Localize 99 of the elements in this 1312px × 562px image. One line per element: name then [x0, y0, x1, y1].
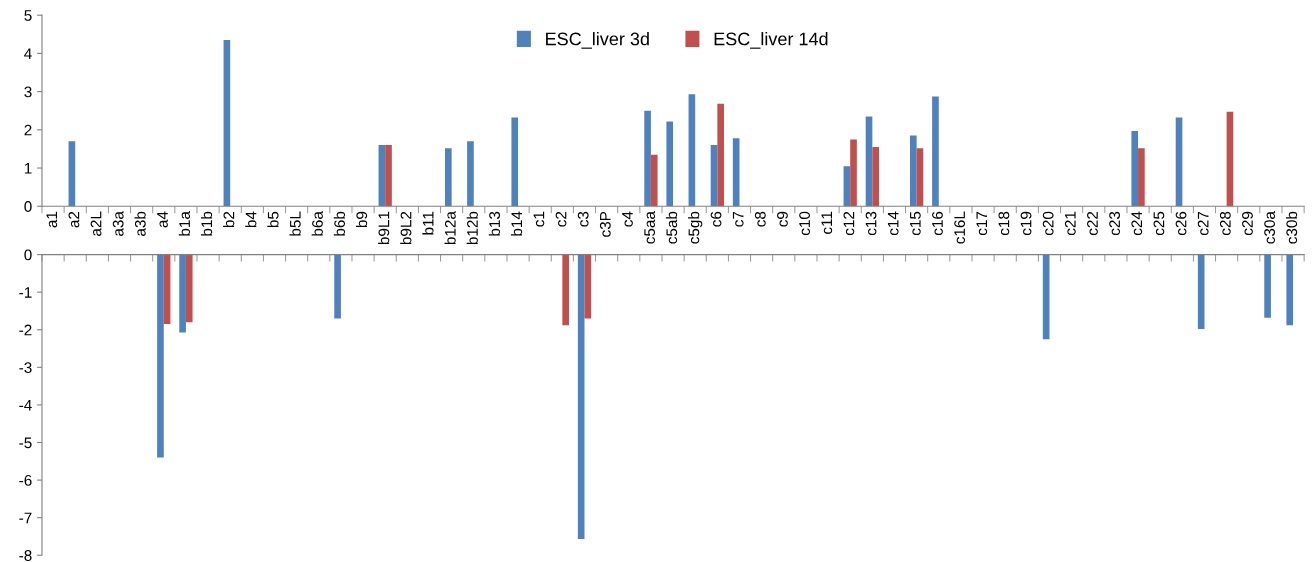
bar	[378, 145, 386, 207]
bar	[1138, 148, 1145, 207]
y-tick-label: 2	[24, 124, 32, 136]
bar	[865, 116, 873, 207]
x-tick-label: c27	[1197, 211, 1209, 236]
x-tick-label: c19	[1020, 211, 1032, 236]
x-tick-label: b4	[245, 211, 257, 228]
x-tick-label: b9L1	[378, 211, 390, 245]
x-tick-label: c4	[622, 211, 633, 227]
bar	[1226, 111, 1234, 207]
x-tick-label: c5gb	[688, 211, 703, 244]
x-tick-label: a2L	[90, 211, 102, 236]
y-tick-label: -1	[19, 287, 32, 298]
x-tick-label: c17	[976, 211, 988, 236]
x-tick-label: a4	[157, 211, 168, 228]
bar	[644, 110, 651, 207]
x-tick-label: c3	[577, 211, 589, 227]
x-tick-label: c15	[910, 211, 921, 236]
y-tick-label: -4	[19, 399, 32, 411]
x-tick-label: c25	[1153, 211, 1165, 236]
y-tick-label: 0	[24, 201, 32, 212]
x-tick-label: c2	[555, 211, 567, 227]
x-tick-label: c5aa	[644, 211, 656, 244]
x-tick-label: c30a	[1264, 211, 1276, 244]
x-tick-label: b1b	[200, 211, 213, 236]
x-tick-label: c29	[1242, 211, 1253, 236]
x-tick-label: b2	[223, 211, 235, 228]
x-tick-label: c5ab	[665, 211, 678, 244]
x-tick-label: c1	[533, 211, 545, 227]
x-tick-label: c13	[865, 211, 877, 236]
y-tick-label: -2	[19, 324, 32, 336]
x-tick-label: b12b	[466, 211, 478, 245]
x-tick-label: c12	[843, 211, 855, 236]
bar	[688, 94, 696, 207]
x-tick-label: c7	[732, 211, 744, 227]
x-tick-label: b9	[355, 211, 368, 228]
x-tick-label: b6b	[333, 211, 346, 236]
x-tick-label: c26	[1175, 211, 1187, 236]
bar	[650, 154, 658, 207]
x-tick-label: b13	[488, 211, 501, 236]
y-tick-label: 4	[24, 48, 32, 59]
bar	[1175, 117, 1183, 207]
bar	[872, 147, 879, 207]
legend-label: ESC_liver 3d	[546, 32, 649, 49]
y-tick-label: 3	[24, 86, 32, 98]
x-tick-label: c28	[1219, 211, 1231, 236]
bar	[843, 166, 851, 207]
x-tick-label: a3a	[112, 211, 124, 236]
x-tick-label: b6a	[311, 211, 323, 236]
x-tick-label: c30b	[1285, 211, 1298, 244]
y-tick-label: 0	[24, 249, 32, 261]
x-tick-label: b14	[510, 211, 523, 236]
x-tick-label: c20	[1042, 211, 1054, 236]
bar	[68, 141, 76, 207]
bar	[932, 96, 939, 207]
x-tick-label: c10	[799, 211, 811, 236]
x-tick-label: c9	[777, 211, 788, 227]
x-tick-label: c24	[1131, 211, 1143, 236]
bar	[223, 40, 231, 207]
y-tick-label: -8	[19, 550, 32, 561]
x-tick-label: c3P	[599, 211, 611, 237]
x-tick-label: a2	[68, 211, 80, 228]
x-tick-label: a3b	[134, 211, 146, 236]
bar	[850, 139, 857, 207]
x-tick-label: b12a	[444, 211, 456, 245]
x-tick-label: c18	[998, 211, 1010, 236]
x-tick-label: c11	[821, 211, 833, 234]
legend-label: ESC_liver 14d	[714, 32, 828, 49]
x-tick-label: b5L	[289, 211, 301, 236]
x-tick-label: c23	[1109, 211, 1121, 236]
x-tick-label: c22	[1087, 211, 1098, 236]
y-tick-label: -6	[19, 474, 32, 486]
bar	[732, 138, 740, 207]
y-tick-label: 1	[24, 163, 32, 174]
x-tick-label: c16	[932, 211, 943, 236]
bar	[1131, 130, 1139, 207]
bar	[444, 148, 452, 207]
x-tick-label: c8	[754, 211, 766, 227]
y-tick-label: 5	[24, 10, 32, 21]
bar	[710, 145, 718, 207]
x-tick-label: c16L	[954, 211, 966, 244]
bar	[916, 148, 924, 207]
x-tick-label: b11	[422, 211, 434, 235]
bar	[717, 103, 724, 207]
x-tick-label: c6	[710, 211, 722, 227]
x-tick-label: a1	[46, 211, 58, 228]
x-tick-label: b9L2	[400, 211, 412, 245]
bar	[385, 145, 392, 207]
bar	[511, 117, 519, 207]
x-tick-label: b5	[267, 211, 279, 228]
y-tick-label: -7	[19, 512, 32, 524]
x-tick-label: b1a	[178, 211, 191, 236]
bar	[909, 135, 917, 207]
y-tick-label: -5	[19, 437, 32, 449]
x-tick-label: c14	[887, 211, 899, 236]
bar	[666, 121, 674, 207]
y-tick-label: -3	[19, 362, 32, 374]
x-tick-label: c21	[1064, 211, 1076, 236]
bar	[467, 141, 474, 207]
